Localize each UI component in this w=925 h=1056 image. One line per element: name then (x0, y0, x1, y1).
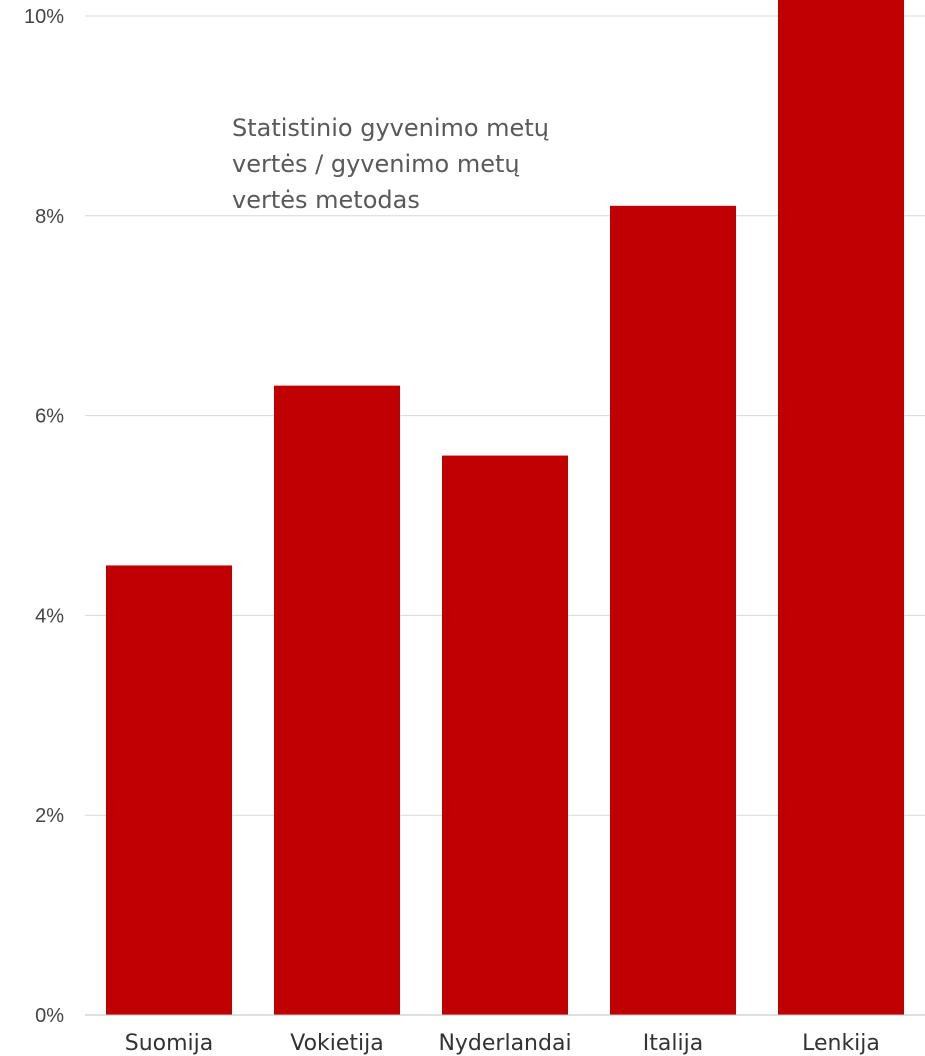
chart-annotation: Statistinio gyvenimo metų vertės / gyven… (232, 110, 592, 218)
category-label: Italija (643, 1031, 703, 1056)
bar-suomija (106, 565, 232, 1015)
bar-lenkija (778, 0, 904, 1015)
bar-nyderlandai (442, 455, 568, 1015)
y-tick-label: 0% (35, 1005, 64, 1027)
category-label: Lenkija (802, 1031, 880, 1056)
y-axis-tick-labels: 0% 2% 4% 6% 8% 10% (24, 6, 64, 1027)
category-label: Suomija (125, 1031, 214, 1056)
category-label: Nyderlandai (438, 1031, 571, 1056)
annotation-line-1: Statistinio gyvenimo metų (232, 114, 549, 142)
y-tick-label: 2% (35, 805, 64, 827)
y-tick-label: 8% (35, 206, 64, 228)
category-label: Vokietija (290, 1031, 384, 1056)
bar-vokietija (274, 385, 400, 1015)
annotation-line-2: vertės / gyvenimo metų (232, 150, 520, 178)
category-labels: Suomija Vokietija Nyderlandai Italija Lenkij… (125, 1031, 880, 1056)
y-tick-label: 6% (35, 406, 64, 428)
y-tick-label: 4% (35, 605, 64, 627)
bar-italija (610, 205, 736, 1015)
bars (106, 0, 904, 1015)
y-tick-label: 10% (24, 6, 64, 28)
annotation-line-3: vertės metodas (232, 186, 420, 214)
